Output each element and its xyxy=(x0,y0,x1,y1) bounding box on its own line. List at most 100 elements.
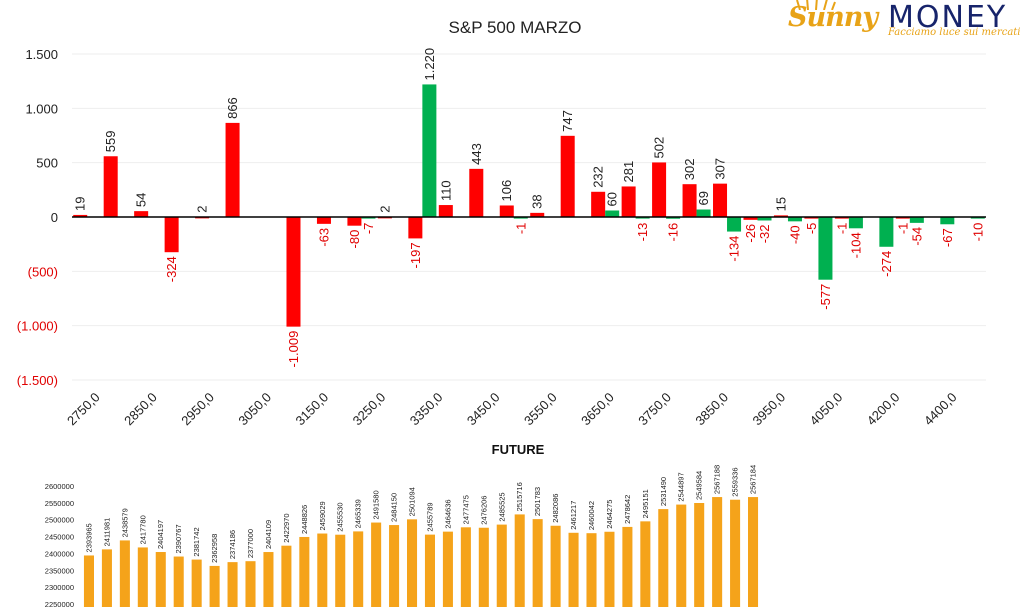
main-data-label: 110 xyxy=(438,180,453,201)
main-data-label: -10 xyxy=(970,223,985,242)
future-data-label: 2491580 xyxy=(372,490,381,519)
main-data-label: -5 xyxy=(804,223,819,235)
main-data-label: 19 xyxy=(73,196,88,210)
future-bar xyxy=(407,519,418,607)
main-data-label: 559 xyxy=(103,131,118,153)
future-bar xyxy=(586,533,597,607)
future-bar xyxy=(245,561,256,607)
future-bar xyxy=(748,497,759,607)
future-y-tick-label: 2450000 xyxy=(45,533,74,542)
future-data-label: 2362958 xyxy=(210,534,219,563)
main-data-label: -1 xyxy=(895,223,910,235)
future-y-tick-label: 2400000 xyxy=(45,549,74,558)
main-data-label: 106 xyxy=(499,180,514,202)
future-bar xyxy=(371,522,382,607)
green-bar xyxy=(696,209,711,217)
future-data-label: 2381742 xyxy=(192,527,201,556)
future-bar xyxy=(658,509,669,607)
red-bar xyxy=(286,217,301,327)
future-bar xyxy=(442,531,453,607)
main-x-tick-label: 4200,0 xyxy=(864,390,903,429)
main-data-label: -54 xyxy=(909,227,924,246)
future-bar xyxy=(137,547,148,607)
future-data-label: 2501783 xyxy=(533,487,542,516)
sunny-money-logo: Sunny MONEY Facciamo luce sui mercati xyxy=(788,0,1024,44)
main-data-label: -13 xyxy=(635,223,650,242)
future-bar xyxy=(119,540,130,607)
main-data-label: -274 xyxy=(879,251,894,277)
future-bar xyxy=(550,525,561,607)
future-bar xyxy=(478,527,489,607)
main-data-label: 281 xyxy=(621,161,636,183)
main-data-label: 54 xyxy=(134,193,149,207)
red-bar xyxy=(408,217,423,239)
green-bar xyxy=(909,217,924,223)
future-data-label: 2438579 xyxy=(120,508,129,537)
future-data-label: 2417780 xyxy=(138,515,147,544)
future-data-label: 2567188 xyxy=(713,465,722,494)
main-x-tick-label: 3650,0 xyxy=(578,390,617,429)
red-bar xyxy=(347,217,362,226)
future-bar xyxy=(514,514,525,607)
main-chart-y-axis: 1.500 1.000 500 0 (500) (1.000) (1.500) xyxy=(17,47,58,388)
future-chart: FUTURE 2600000 2550000 2500000 2450000 24000… xyxy=(45,442,759,607)
main-data-label: 2 xyxy=(195,206,210,213)
main-x-tick-label: 2950,0 xyxy=(178,390,217,429)
future-bar xyxy=(389,525,400,607)
main-y-tick-label: 500 xyxy=(36,156,58,171)
future-data-label: 2455530 xyxy=(336,503,345,532)
future-data-label: 2374186 xyxy=(228,530,237,559)
main-data-label: -32 xyxy=(757,224,772,243)
red-bar xyxy=(713,183,728,217)
main-y-tick-label: (1.500) xyxy=(17,373,58,388)
green-bar xyxy=(605,210,620,217)
main-data-label: 747 xyxy=(560,110,575,132)
green-bar xyxy=(757,217,772,221)
green-bar xyxy=(818,217,833,280)
main-x-tick-label: 3050,0 xyxy=(235,390,274,429)
future-bar xyxy=(640,521,651,607)
future-chart-title: FUTURE xyxy=(492,442,545,457)
future-data-label: 2455789 xyxy=(425,502,434,531)
main-data-label: 15 xyxy=(773,197,788,211)
future-data-label: 2544897 xyxy=(677,472,686,501)
main-y-tick-label: (500) xyxy=(28,264,58,279)
red-bar xyxy=(73,214,88,217)
future-data-label: 2464636 xyxy=(443,499,452,528)
main-data-label: -197 xyxy=(408,242,423,268)
future-bar xyxy=(730,499,741,607)
future-data-label: 2477475 xyxy=(461,495,470,524)
main-data-label: -40 xyxy=(787,225,802,244)
future-data-label: 2404197 xyxy=(156,520,165,549)
future-data-label: 2495151 xyxy=(641,489,650,518)
main-data-label: -104 xyxy=(848,232,863,258)
future-bar xyxy=(335,534,346,607)
main-data-label: 2 xyxy=(377,206,392,213)
main-x-tick-label: 4400,0 xyxy=(921,390,960,429)
main-chart-data-labels: 19 559 54 -324 2 866 -1.009 -63 -80-7 2 -197 1.220 1… xyxy=(73,48,986,368)
main-x-tick-label: 3850,0 xyxy=(692,390,731,429)
main-x-tick-label: 3450,0 xyxy=(464,390,503,429)
main-x-tick-label: 3550,0 xyxy=(521,390,560,429)
future-data-label: 2448826 xyxy=(300,505,309,534)
red-bar xyxy=(438,205,453,217)
main-y-tick-label: (1.000) xyxy=(17,319,58,334)
main-data-label: 38 xyxy=(530,194,545,208)
red-bar xyxy=(499,205,514,217)
future-bar xyxy=(173,556,184,607)
future-data-label: 2549584 xyxy=(695,471,704,500)
future-bar xyxy=(568,532,579,607)
main-chart-bars xyxy=(73,84,985,327)
main-y-tick-label: 1.500 xyxy=(25,47,58,62)
future-data-label: 2460042 xyxy=(587,501,596,530)
main-data-label: -134 xyxy=(727,236,742,262)
red-bar xyxy=(530,212,545,217)
future-data-label: 2567184 xyxy=(749,465,758,494)
red-bar xyxy=(682,184,697,217)
future-data-label: 2501094 xyxy=(408,487,417,516)
red-bar xyxy=(164,217,179,253)
future-bar xyxy=(622,526,633,607)
future-data-label: 2531490 xyxy=(659,477,668,506)
future-bar xyxy=(353,531,364,607)
future-bar xyxy=(101,549,112,607)
